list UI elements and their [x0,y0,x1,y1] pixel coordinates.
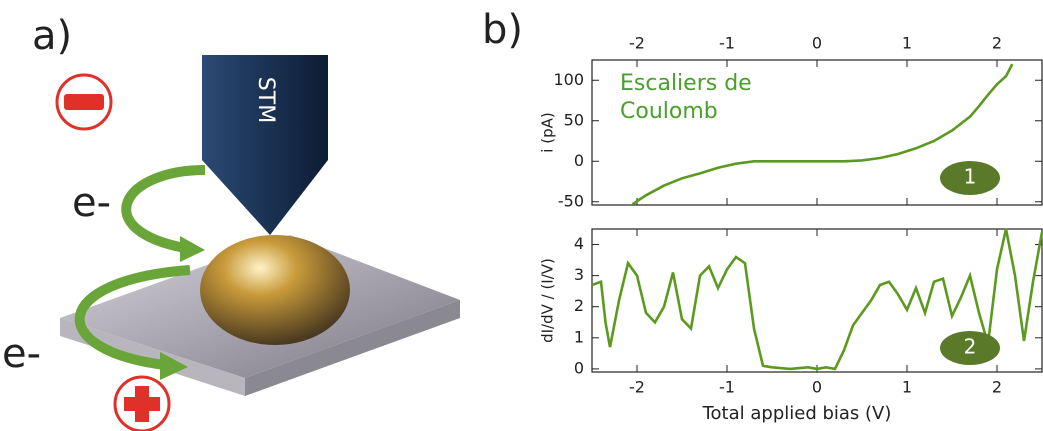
y-tick-label: 0 [574,151,584,170]
y-tick-label: 3 [574,265,584,284]
annotation: Coulomb [620,99,718,124]
x-tick-label: 2 [992,378,1002,397]
panel-label: a) [32,13,72,59]
y-tick-label: -50 [558,191,584,210]
electron-arrow [126,170,205,248]
arrow-head [180,236,205,262]
x-tick-label: 0 [812,378,822,397]
tip-label: STM [253,77,278,123]
y-tick-label: 0 [574,358,584,377]
x-tick-label: -1 [719,34,735,53]
x-tick-label: 1 [902,34,912,53]
plus-sign [135,386,149,422]
x-tick-label: -1 [719,378,735,397]
badge-label: 2 [964,335,977,359]
y-axis-label: i (pA) [539,112,557,152]
y-tick-label: 4 [574,234,584,253]
badge-label: 1 [964,165,977,189]
y-tick-label: 100 [553,70,584,89]
x-tick-label: 1 [902,378,912,397]
x-tick-label: 2 [992,34,1002,53]
molecule [200,235,350,345]
x-axis-label: Total applied bias (V) [702,403,892,424]
y-tick-label: 2 [574,296,584,315]
x-tick-label: -2 [629,378,645,397]
y-tick-label: 50 [564,110,584,129]
x-tick-label: -2 [629,34,645,53]
y-tick-label: 1 [574,327,584,346]
minus-sign [64,94,104,110]
y-axis-label: dI/dV / (I/V) [539,258,557,343]
page: {"panel_a": {"label": "a)", "tip_label":… [0,0,1043,431]
electron-label: e- [72,180,111,226]
annotation: Escaliers de [620,71,752,96]
electron-label: e- [2,331,41,377]
panel-label: b) [482,7,523,53]
x-tick-label: 0 [812,34,822,53]
figure: a) STM e- e- b) -50050100-2-1012i (pA)Es… [0,0,1043,431]
